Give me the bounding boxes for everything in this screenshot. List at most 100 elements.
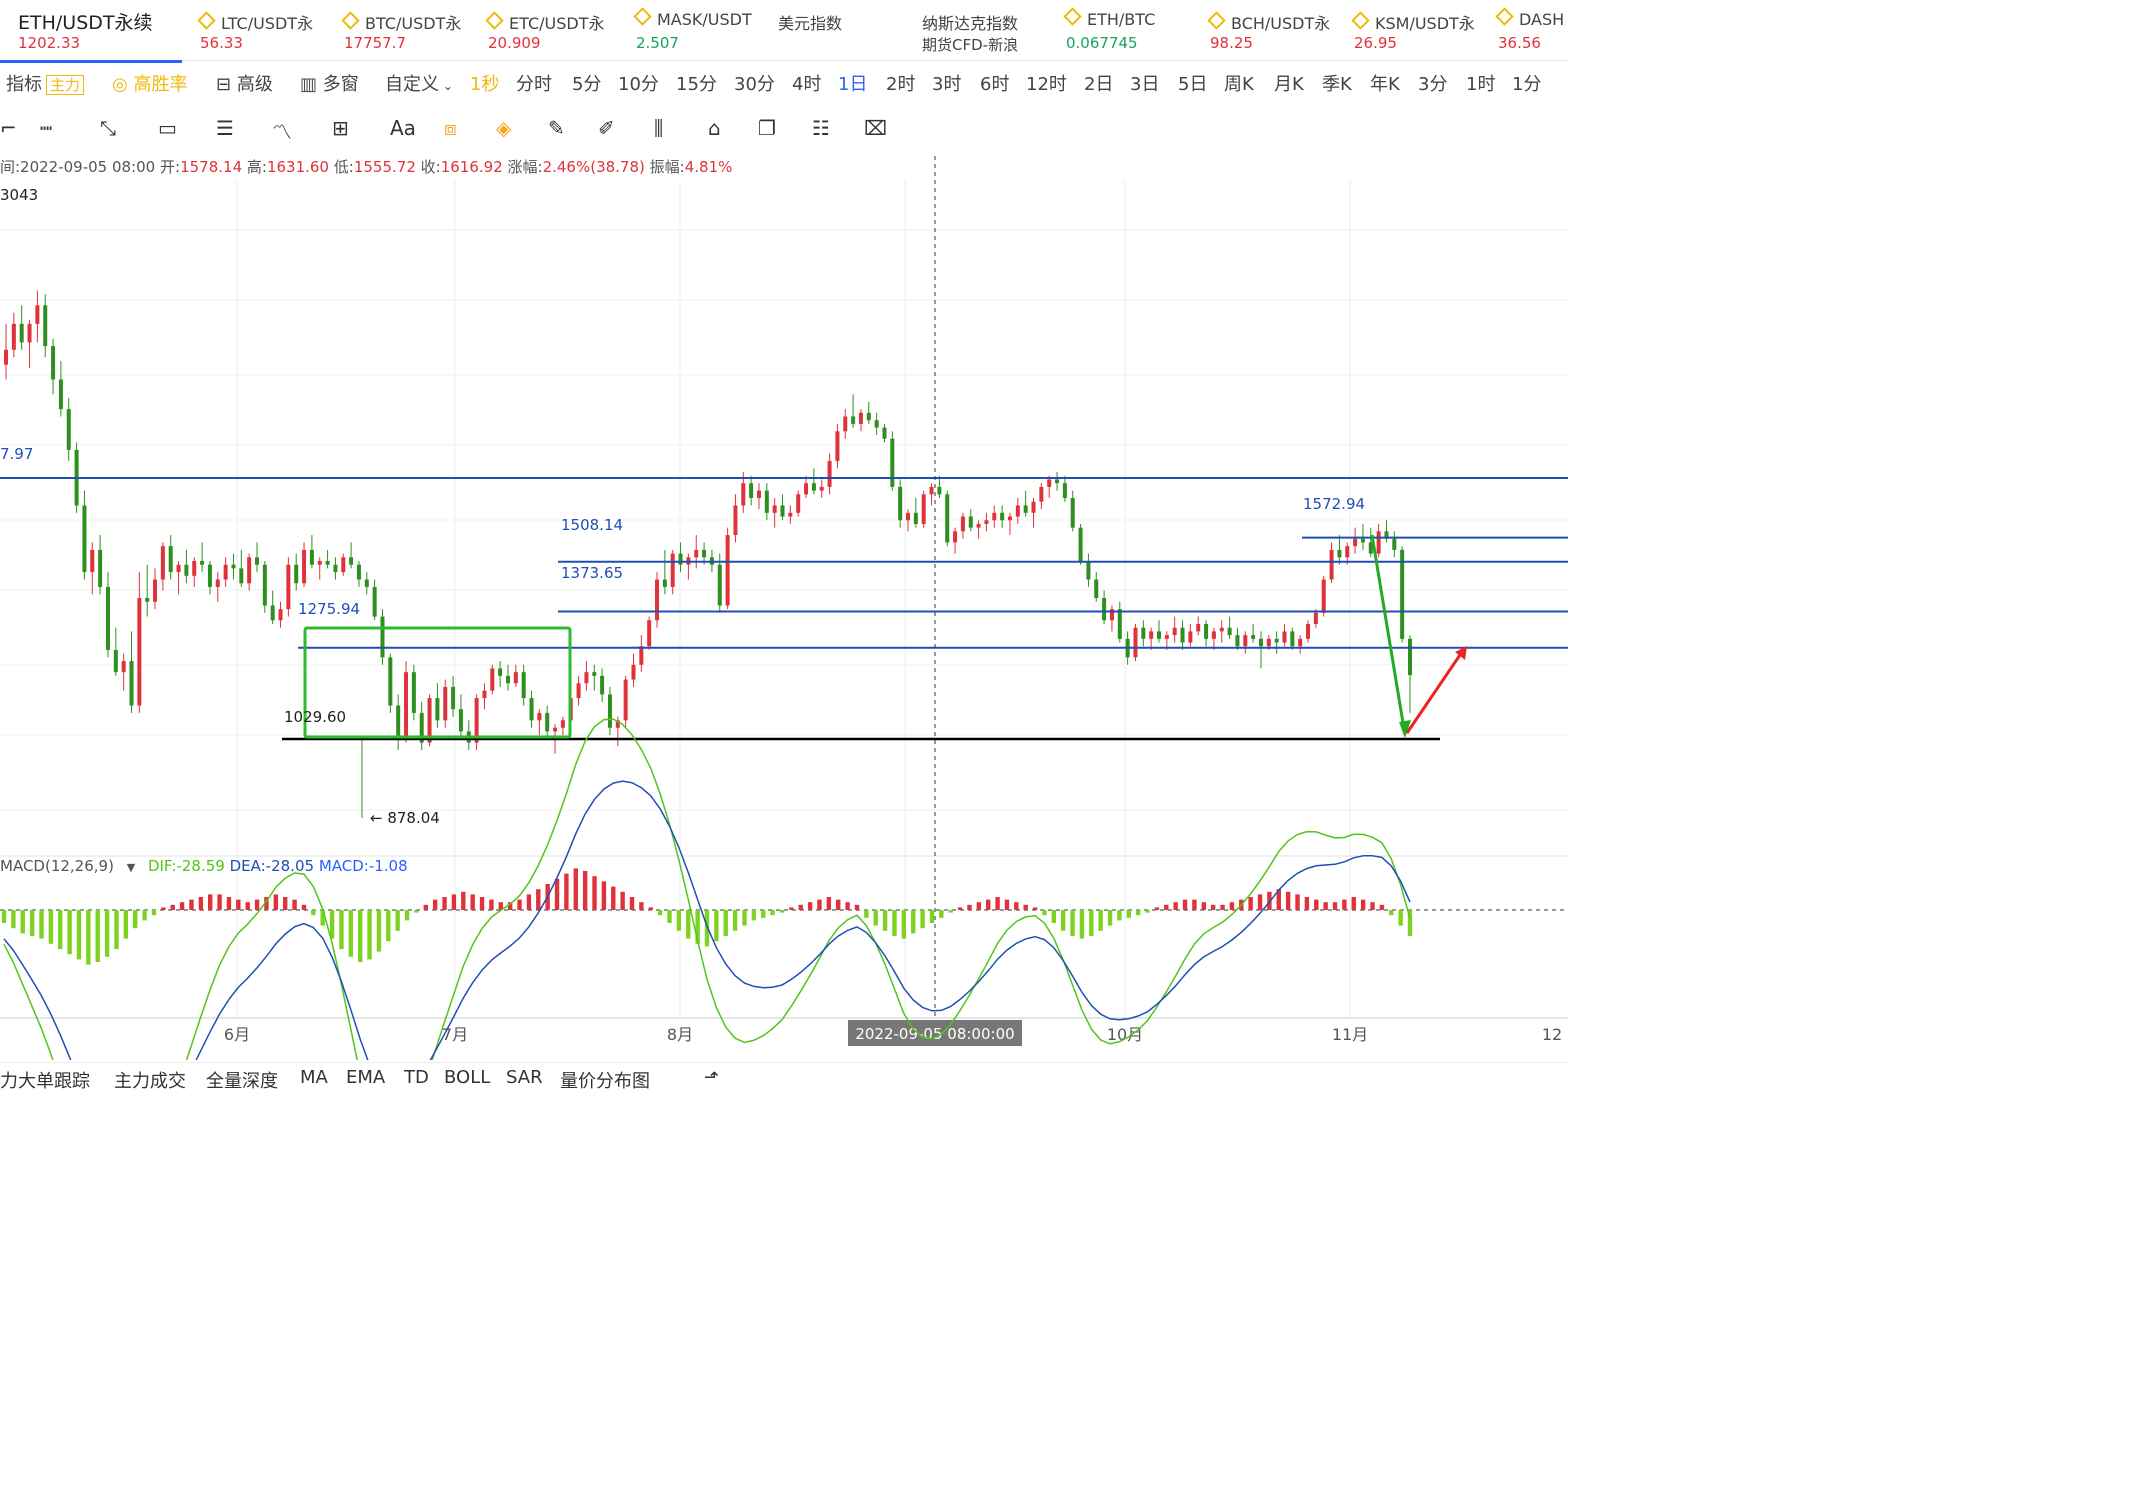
ticker-7[interactable]: ETH/BTC 0.067745 [1062, 0, 1202, 60]
period-tab[interactable]: 1秒 [470, 74, 500, 95]
candle-body [404, 672, 409, 739]
period-tab[interactable]: 周K [1224, 74, 1254, 95]
horizontal-line-icon[interactable]: ┉ [40, 116, 53, 140]
ab-icon[interactable]: ⫼ [654, 116, 664, 140]
bottom-tab[interactable]: EMA [346, 1067, 386, 1088]
bottom-tab[interactable]: MA [300, 1067, 328, 1088]
period-tab[interactable]: 1时 [1466, 74, 1496, 95]
ticker-10[interactable]: DASH 36.56 [1494, 0, 1634, 60]
pencil-icon[interactable]: ✐ [598, 116, 615, 140]
period-tab[interactable]: 1日 [838, 74, 868, 95]
bottom-tab[interactable]: 力大单跟踪 [0, 1071, 90, 1092]
macd-bar [1117, 910, 1122, 921]
period-tab[interactable]: 5分 [572, 74, 602, 95]
candle-body [356, 564, 361, 580]
indicator-tab[interactable]: 指标 主力 [6, 70, 85, 96]
candle-body [215, 579, 220, 587]
ticker-price: 36.56 [1498, 34, 1541, 52]
expand-icon[interactable]: ⬏ [704, 1067, 720, 1088]
trash-icon[interactable]: ⌧ [864, 116, 888, 140]
ticker-1[interactable]: LTC/USDT永 56.33 [196, 0, 336, 60]
pin-icon[interactable]: ⌂ [708, 116, 721, 140]
macd-dea: DEA:-28.05 [229, 857, 315, 875]
period-tab[interactable]: 3分 [1418, 74, 1448, 95]
macd-bar [1285, 891, 1291, 910]
candle-body [733, 505, 738, 536]
winrate-tab[interactable]: ◎ 高胜率 [112, 70, 187, 96]
candle-body [1070, 498, 1075, 528]
period-tab[interactable]: 3日 [1130, 74, 1160, 95]
bottom-tab[interactable]: BOLL [444, 1067, 491, 1088]
bottom-tab[interactable]: 量价分布图 [560, 1071, 650, 1092]
candle-body [411, 672, 416, 713]
fib-icon[interactable]: ⧈ [444, 116, 457, 140]
bottom-tab[interactable]: 全量深度 [206, 1071, 278, 1092]
trend-line-icon[interactable]: ⤡ [100, 116, 116, 140]
ticker-6[interactable]: 纳斯达克指数 期货CFD-新浪 [918, 0, 1058, 60]
candle-body [592, 672, 597, 676]
period-tab[interactable]: 2时 [886, 74, 916, 95]
ticker-8[interactable]: BCH/USDT永 98.25 [1206, 0, 1346, 60]
candle-body [247, 557, 252, 584]
period-tab[interactable]: 季K [1322, 74, 1352, 95]
period-tab[interactable]: 3时 [932, 74, 962, 95]
period-tab[interactable]: 15分 [676, 74, 717, 95]
period-tab[interactable]: 6时 [980, 74, 1010, 95]
ruler-icon[interactable]: ✎ [548, 116, 565, 140]
price-label: 1508.14 [561, 516, 623, 534]
period-tab[interactable]: 5日 [1178, 74, 1208, 95]
wave-icon[interactable]: 〽 [272, 120, 292, 144]
text-icon[interactable]: Aa [390, 116, 416, 140]
candle-body [388, 657, 393, 706]
candle-body [796, 494, 801, 513]
bottom-tab[interactable]: SAR [506, 1067, 543, 1088]
period-tab[interactable]: 1分 [1512, 74, 1542, 95]
bottom-tab[interactable]: 主力成交 [114, 1071, 186, 1092]
macd-bar [161, 907, 166, 910]
macd-bar [751, 910, 757, 921]
period-tab[interactable]: 30分 [734, 74, 775, 95]
period-tab[interactable]: 10分 [618, 74, 659, 95]
ticker-5[interactable]: 美元指数 [774, 0, 914, 60]
advanced-tab[interactable]: ⊟ 高级 [216, 70, 273, 96]
custom-dropdown[interactable]: 自定义 ⌄ [385, 70, 453, 96]
x-axis-label: 12 [1542, 1025, 1562, 1044]
rectangle-icon[interactable]: ▭ [158, 116, 177, 140]
macd-bar [629, 897, 635, 910]
ticker-price: 期货CFD-新浪 [922, 36, 1019, 54]
main-force-badge[interactable]: 主力 [46, 75, 85, 95]
multi-window-tab[interactable]: ▥ 多窗 [300, 70, 359, 96]
macd-bar [967, 904, 972, 910]
macd-bar [95, 910, 100, 962]
cursor-icon[interactable]: ⌐ [0, 116, 17, 140]
candle-body [623, 679, 628, 721]
chevron-down-icon[interactable]: ▼ [126, 861, 136, 874]
period-tab[interactable]: 4时 [792, 74, 822, 95]
period-tab[interactable]: 年K [1370, 74, 1400, 95]
period-tab[interactable]: 2日 [1084, 74, 1114, 95]
ticker-3[interactable]: ETC/USDT永 20.909 [484, 0, 624, 60]
candle-body [788, 512, 793, 517]
macd-bar [1079, 910, 1085, 939]
ticker-0[interactable]: ETH/USDT永续 1202.33 [0, 0, 182, 63]
measure-icon[interactable]: ⊞ [332, 116, 349, 140]
ticker-name-text: BTC/USDT永 [365, 14, 462, 33]
candle-body [827, 460, 832, 487]
ticker-9[interactable]: KSM/USDT永 26.95 [1350, 0, 1490, 60]
period-tab[interactable]: 分时 [516, 74, 552, 95]
macd-value: MACD:-1.08 [318, 857, 408, 875]
macd-bar [329, 910, 335, 939]
period-tab[interactable]: 月K [1274, 74, 1304, 95]
magnet-icon[interactable]: ◈ [496, 116, 512, 140]
up-arrow [1405, 651, 1464, 734]
ticker-name-text: DASH [1519, 10, 1565, 29]
price-label: 1275.94 [298, 600, 360, 618]
copy-icon[interactable]: ❐ [758, 116, 776, 140]
period-tab[interactable]: 12时 [1026, 74, 1067, 95]
ticker-4[interactable]: MASK/USDT 2.507 [632, 0, 772, 60]
note-icon[interactable]: ☷ [812, 116, 830, 140]
parallel-icon[interactable]: ☰ [216, 116, 234, 140]
indicator-label: 指标 [6, 74, 42, 95]
bottom-tab[interactable]: TD [404, 1067, 429, 1088]
ticker-2[interactable]: BTC/USDT永 17757.7 [340, 0, 480, 60]
